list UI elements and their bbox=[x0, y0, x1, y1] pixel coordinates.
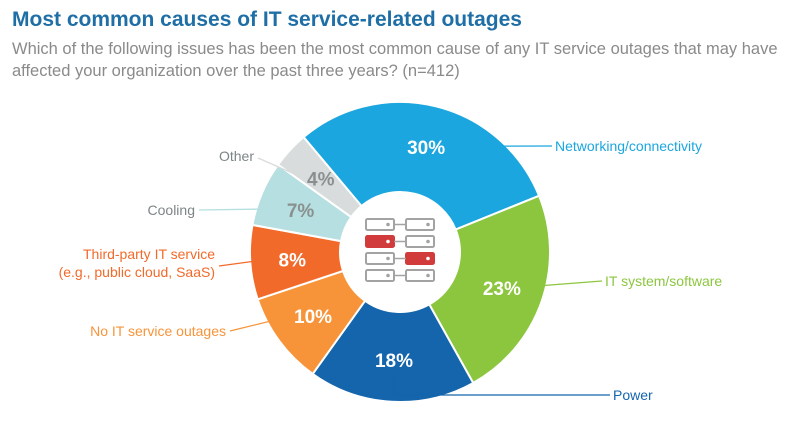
leader-line-3 bbox=[393, 373, 610, 396]
category-label-4: No IT service outages bbox=[90, 323, 226, 339]
slice-percent-label-7: 4% bbox=[307, 170, 335, 191]
leader-line-6 bbox=[198, 208, 283, 211]
category-label-7: Other bbox=[219, 148, 254, 164]
leader-line-2 bbox=[525, 280, 603, 288]
donut-slice-2 bbox=[427, 194, 551, 385]
slice-percent-label-1: 30% bbox=[407, 138, 445, 159]
server-led bbox=[426, 273, 430, 278]
category-label-3: Power bbox=[613, 387, 653, 403]
slice-percent-label-2: 23% bbox=[483, 279, 521, 300]
donut-slice-1 bbox=[302, 101, 541, 231]
category-label-5: Third-party IT service (e.g., public clou… bbox=[59, 246, 216, 280]
server-led bbox=[426, 239, 430, 244]
chart-title: Most common causes of IT service-related… bbox=[12, 8, 522, 31]
category-label-1: Networking/connectivity bbox=[555, 138, 702, 154]
slice-percent-label-5: 8% bbox=[279, 251, 307, 272]
slice-percent-label-6: 7% bbox=[287, 201, 315, 222]
server-led bbox=[386, 239, 390, 244]
server-led bbox=[386, 273, 390, 278]
leader-line-5 bbox=[218, 257, 275, 267]
server-led bbox=[426, 256, 430, 261]
chart-subtitle: Which of the following issues has been t… bbox=[12, 40, 778, 80]
server-led bbox=[386, 256, 390, 261]
donut-slice-7 bbox=[276, 135, 363, 219]
leader-line-7 bbox=[257, 157, 304, 179]
leader-line-4 bbox=[229, 314, 296, 332]
server-rack-icon bbox=[365, 218, 435, 282]
slice-percent-label-3: 18% bbox=[375, 351, 413, 372]
server-led bbox=[386, 222, 390, 227]
donut-slice-3 bbox=[311, 299, 475, 403]
slice-percent-label-4: 10% bbox=[294, 307, 332, 328]
category-label-6: Cooling bbox=[148, 202, 195, 218]
category-label-2: IT system/software bbox=[605, 273, 722, 289]
server-led bbox=[426, 222, 430, 227]
